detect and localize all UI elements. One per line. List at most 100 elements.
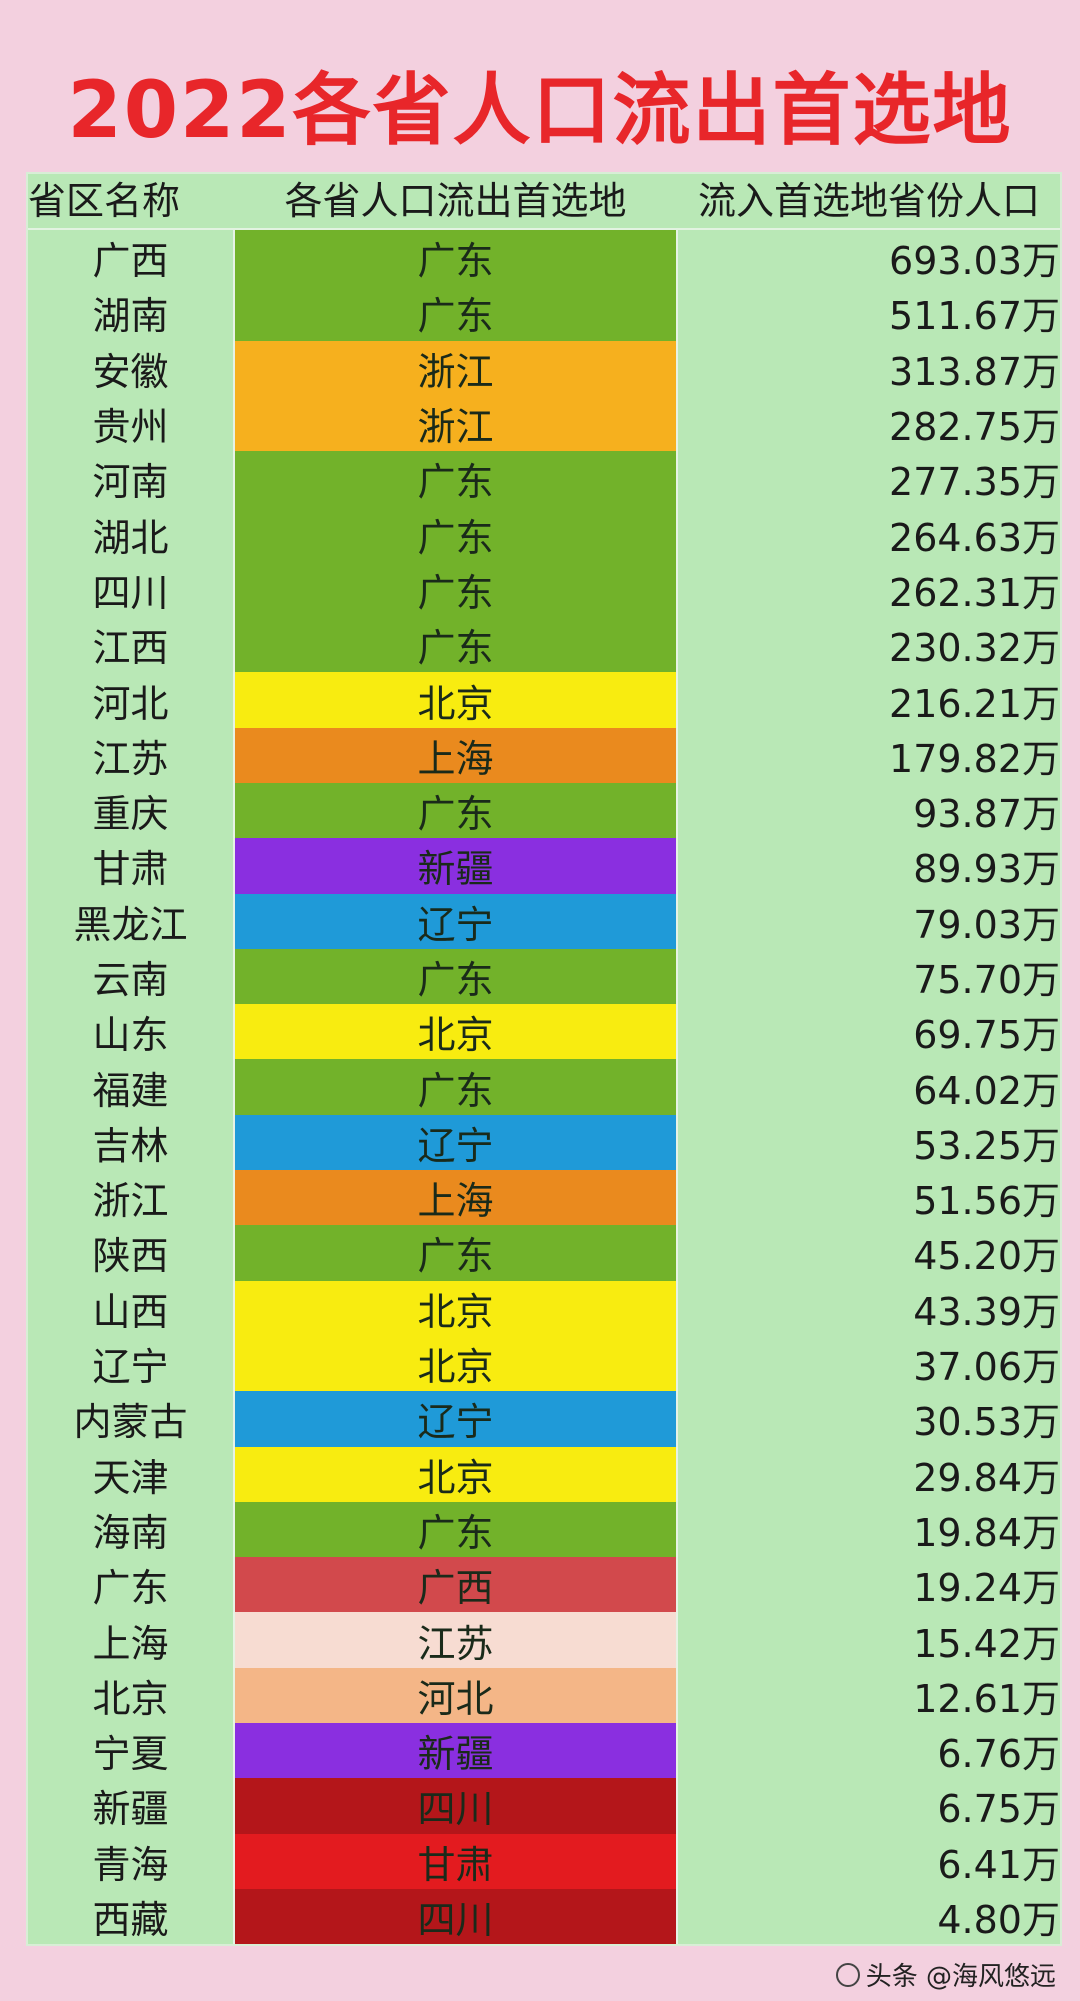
population-cell: 6.75万 [678,1778,1060,1833]
population-value: 43.39万 [913,1289,1060,1334]
province-cell: 山西 [92,1289,169,1334]
table-row: 青海 甘肃 6.41万 [28,1833,1060,1889]
table-row: 浙江 上海 51.56万 [28,1170,1060,1226]
table-header: 省区名称 各省人口流出首选地 流入首选地省份人口 [28,174,1060,230]
population-value: 277.35万 [889,460,1060,505]
destination-cell: 广东 [233,782,678,839]
province-cell: 江西 [92,626,169,671]
population-value: 6.75万 [937,1787,1060,1832]
population-cell: 51.56万 [678,1170,1060,1225]
destination-cell: 四川 [233,1888,678,1945]
population-cell: 89.93万 [678,838,1060,893]
province-cell: 河北 [92,681,169,726]
destination-cell: 新疆 [233,1723,678,1779]
population-cell: 216.21万 [678,673,1060,728]
table-row: 重庆 广东 93.87万 [28,782,1060,839]
population-cell: 230.32万 [678,617,1060,672]
province-cell: 陕西 [92,1234,169,1279]
destination-cell: 北京 [233,1280,678,1336]
destination-cell: 四川 [233,1778,678,1834]
destination-cell: 辽宁 [233,1114,678,1171]
province-cell: 新疆 [92,1787,169,1832]
destination-cell: 上海 [233,727,678,783]
destination-cell: 北京 [233,1446,678,1502]
table-row: 山东 北京 69.75万 [28,1004,1060,1060]
table-row: 贵州 浙江 282.75万 [28,395,1060,452]
population-cell: 43.39万 [678,1281,1060,1336]
population-cell: 511.67万 [678,285,1060,340]
population-cell: 282.75万 [678,396,1060,451]
population-value: 45.20万 [913,1234,1060,1279]
population-table: 省区名称 各省人口流出首选地 流入首选地省份人口 广西 广东 693.03万 湖南 广东… [26,172,1062,1947]
province-cell: 福建 [92,1068,169,1113]
province-cell: 上海 [92,1621,169,1666]
province-cell: 云南 [92,958,169,1002]
table-row: 海南 广东 19.84万 [28,1501,1060,1558]
population-value: 262.31万 [889,570,1060,615]
population-value: 37.06万 [913,1345,1060,1390]
province-cell: 青海 [92,1842,169,1887]
province-cell: 辽宁 [92,1345,169,1390]
population-cell: 69.75万 [678,1004,1060,1059]
population-value: 511.67万 [889,294,1060,339]
population-value: 29.84万 [913,1455,1060,1500]
population-cell: 4.80万 [678,1889,1060,1944]
province-cell: 天津 [92,1455,169,1500]
province-cell: 西藏 [92,1898,169,1943]
population-cell: 6.41万 [678,1834,1060,1889]
destination-cell: 浙江 [233,340,678,396]
table-row: 内蒙古 辽宁 30.53万 [28,1391,1060,1447]
province-cell: 重庆 [92,792,169,837]
population-value: 15.42万 [913,1621,1060,1666]
province-cell: 广西 [92,239,169,284]
province-cell: 安徽 [92,349,169,394]
population-cell: 262.31万 [678,562,1060,617]
table-row: 河南 广东 277.35万 [28,451,1060,507]
population-value: 6.41万 [937,1842,1060,1887]
province-cell: 贵州 [92,405,169,450]
table-row: 湖南 广东 511.67万 [28,285,1060,341]
province-cell: 黑龙江 [73,902,188,947]
population-value: 282.75万 [889,405,1060,450]
destination-cell: 广东 [233,285,678,341]
destination-cell: 广东 [233,1059,678,1115]
population-cell: 6.76万 [678,1723,1060,1778]
population-value: 93.87万 [913,792,1060,837]
population-cell: 93.87万 [678,783,1060,838]
province-cell: 山东 [92,1013,169,1058]
population-value: 12.61万 [913,1676,1060,1721]
destination-cell: 北京 [233,1004,678,1060]
population-cell: 79.03万 [678,894,1060,949]
table-row: 黑龙江 辽宁 79.03万 [28,893,1060,949]
table-row: 四川 广东 262.31万 [28,561,1060,618]
population-cell: 19.84万 [678,1502,1060,1557]
destination-cell: 广东 [233,451,678,507]
table-row: 新疆 四川 6.75万 [28,1778,1060,1834]
destination-cell: 广东 [233,230,678,286]
population-cell: 313.87万 [678,341,1060,396]
population-value: 313.87万 [889,349,1060,394]
population-value: 693.03万 [889,239,1060,284]
population-value: 75.70万 [913,958,1060,1002]
province-cell: 内蒙古 [73,1400,188,1445]
province-cell: 宁夏 [92,1732,169,1777]
population-value: 179.82万 [889,736,1060,781]
table-row: 云南 广东 75.70万 [28,948,1060,1005]
table-row: 北京 河北 12.61万 [28,1667,1060,1724]
province-cell: 湖北 [92,515,169,560]
population-cell: 37.06万 [678,1336,1060,1391]
table-row: 广西 广东 693.03万 [28,230,1060,286]
population-cell: 179.82万 [678,728,1060,783]
header-population: 流入首选地省份人口 [697,179,1040,223]
population-value: 51.56万 [913,1179,1060,1224]
population-cell: 75.70万 [678,949,1060,1004]
population-cell: 19.24万 [678,1557,1060,1612]
population-value: 6.76万 [937,1732,1060,1777]
population-cell: 277.35万 [678,451,1060,506]
watermark: 头条 @海风悠远 [835,1956,1056,1993]
table-row: 湖北 广东 264.63万 [28,506,1060,562]
population-cell: 29.84万 [678,1447,1060,1502]
destination-cell: 辽宁 [233,893,678,949]
destination-cell: 广西 [233,1557,678,1613]
province-cell: 江苏 [92,736,169,781]
